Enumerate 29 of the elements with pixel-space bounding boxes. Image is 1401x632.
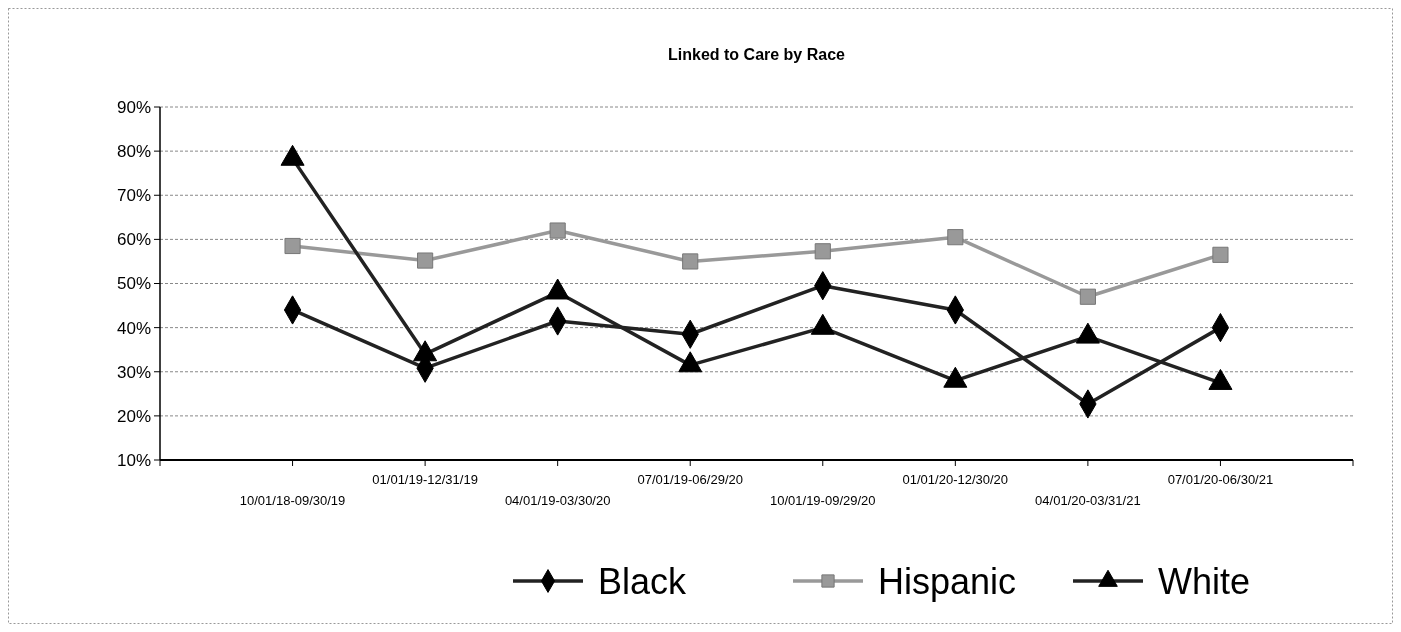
y-tick-label: 30% <box>116 362 151 382</box>
point <box>814 243 831 260</box>
x-tick-label: 04/01/20-03/31/21 <box>1035 493 1141 508</box>
point <box>417 252 434 269</box>
y-tick-label: 90% <box>116 97 151 117</box>
chart-title: Linked to Care by Race <box>668 46 846 63</box>
legend-label: Hispanic <box>878 560 1017 602</box>
y-tick-label: 10% <box>116 450 151 470</box>
point <box>549 222 566 239</box>
y-tick-label: 20% <box>116 406 151 426</box>
x-tick-label: 07/01/20-06/30/21 <box>1167 472 1274 487</box>
legend-label: White <box>1158 560 1251 602</box>
point <box>1212 246 1229 263</box>
x-tick-label: 07/01/19-06/29/20 <box>637 472 743 487</box>
y-tick-label: 40% <box>116 318 151 338</box>
y-tick-label: 80% <box>116 142 151 162</box>
x-tick-label: 04/01/19-03/30/20 <box>504 493 611 508</box>
y-tick-label: 70% <box>116 186 151 206</box>
legend-label: Black <box>598 560 688 602</box>
point <box>947 229 964 246</box>
point <box>284 237 301 255</box>
x-tick-label: 01/01/19-12/31/19 <box>372 472 478 487</box>
x-tick-label: 01/01/20-12/30/20 <box>902 472 1009 487</box>
y-tick-label: 60% <box>116 230 151 250</box>
x-tick-label: 10/01/18-09/30/19 <box>239 493 346 508</box>
point <box>682 253 699 270</box>
x-tick-label: 10/01/19-09/29/20 <box>770 493 876 508</box>
point <box>1079 288 1096 305</box>
y-tick-label: 50% <box>116 274 151 294</box>
